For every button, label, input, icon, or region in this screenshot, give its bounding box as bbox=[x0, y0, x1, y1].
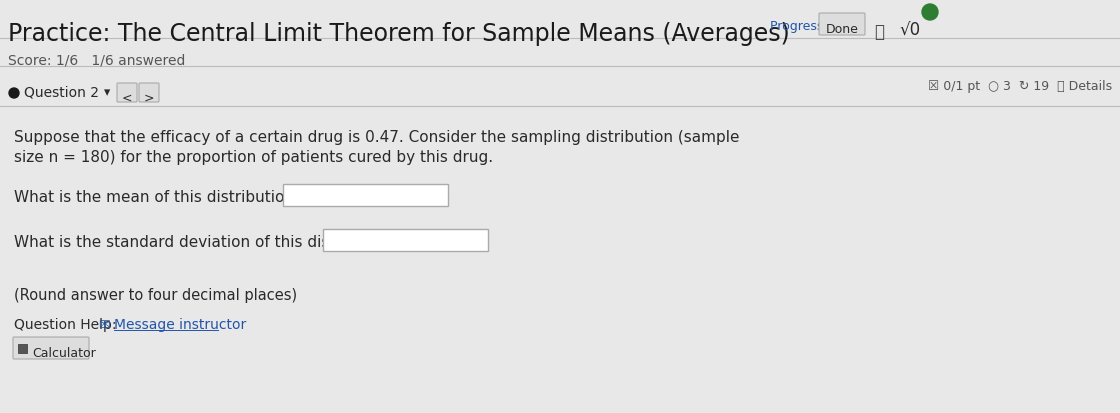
FancyBboxPatch shape bbox=[13, 337, 88, 359]
Circle shape bbox=[9, 88, 19, 98]
Text: Question 2: Question 2 bbox=[24, 86, 99, 100]
Text: Progress saved: Progress saved bbox=[771, 20, 865, 33]
Text: Question Help:: Question Help: bbox=[13, 318, 116, 332]
Text: ▾: ▾ bbox=[104, 86, 110, 99]
Text: <: < bbox=[122, 92, 132, 105]
Text: Score: 1/6   1/6 answered: Score: 1/6 1/6 answered bbox=[8, 53, 186, 67]
Circle shape bbox=[922, 4, 939, 20]
FancyBboxPatch shape bbox=[819, 13, 865, 35]
FancyBboxPatch shape bbox=[323, 229, 488, 251]
FancyBboxPatch shape bbox=[18, 344, 27, 353]
Text: √0: √0 bbox=[900, 22, 921, 40]
Text: >: > bbox=[143, 92, 155, 105]
Text: Message instructor: Message instructor bbox=[114, 318, 246, 332]
FancyBboxPatch shape bbox=[116, 83, 137, 102]
Text: ⎙: ⎙ bbox=[874, 23, 884, 41]
Text: size n = 180) for the proportion of patients cured by this drug.: size n = 180) for the proportion of pati… bbox=[13, 150, 493, 165]
Text: What is the standard deviation of this distribution?: What is the standard deviation of this d… bbox=[13, 235, 402, 250]
Text: Practice: The Central Limit Theorem for Sample Means (Averages): Practice: The Central Limit Theorem for … bbox=[8, 22, 790, 46]
Text: Calculator: Calculator bbox=[32, 347, 95, 360]
Text: ☒ 0/1 pt  ○ 3  ↻ 19  ⓘ Details: ☒ 0/1 pt ○ 3 ↻ 19 ⓘ Details bbox=[927, 80, 1112, 93]
Text: What is the mean of this distribution?: What is the mean of this distribution? bbox=[13, 190, 302, 205]
Text: ✉: ✉ bbox=[99, 318, 110, 332]
Text: Suppose that the efficacy of a certain drug is 0.47. Consider the sampling distr: Suppose that the efficacy of a certain d… bbox=[13, 130, 739, 145]
FancyBboxPatch shape bbox=[283, 184, 448, 206]
FancyBboxPatch shape bbox=[139, 83, 159, 102]
Text: Done: Done bbox=[825, 23, 858, 36]
Text: (Round answer to four decimal places): (Round answer to four decimal places) bbox=[13, 288, 297, 303]
